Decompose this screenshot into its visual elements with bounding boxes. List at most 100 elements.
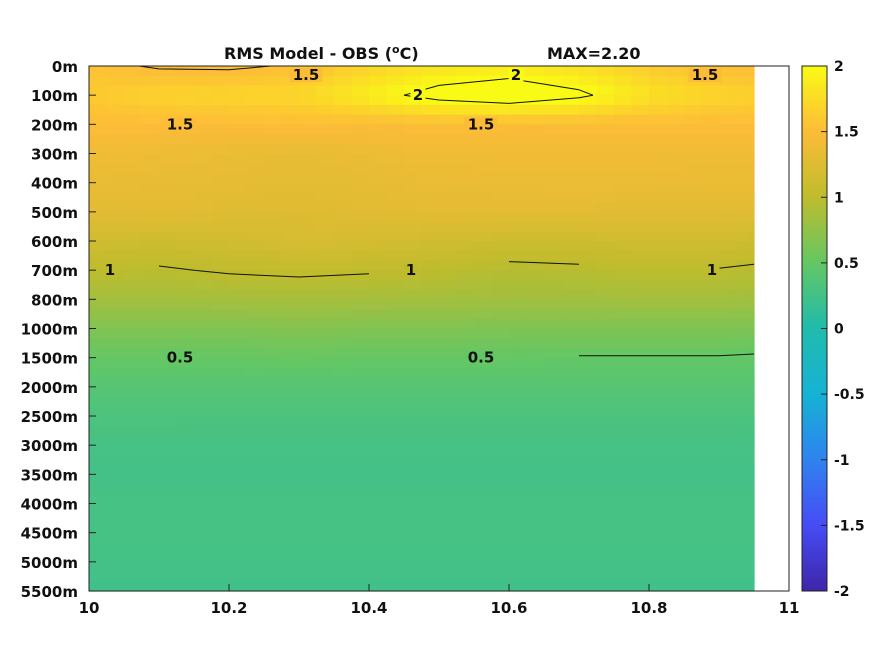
heatmap-cell: [386, 153, 405, 164]
heatmap-cell: [194, 260, 213, 271]
heatmap-cell: [229, 357, 248, 368]
heatmap-cell: [439, 318, 458, 330]
heatmap-cell: [456, 318, 475, 330]
heatmap-cell: [491, 163, 510, 174]
heatmap-cell: [421, 425, 440, 437]
heatmap-cell: [404, 581, 423, 592]
heatmap-cell: [229, 299, 248, 310]
heatmap-cell: [369, 289, 388, 300]
heatmap-cell: [369, 377, 388, 388]
heatmap-cell: [89, 581, 108, 592]
heatmap-cell: [474, 153, 493, 164]
heatmap-cell: [456, 172, 475, 184]
heatmap-cell: [579, 221, 598, 232]
heatmap-cell: [456, 85, 475, 96]
heatmap-cell: [701, 406, 720, 417]
heatmap-cell: [631, 299, 650, 310]
heatmap-cell: [194, 153, 213, 164]
heatmap-cell: [727, 85, 738, 96]
heatmap-cell: [745, 309, 755, 320]
heatmap-cell: [89, 279, 108, 291]
heatmap-cell: [176, 172, 195, 184]
heatmap-cell: [141, 347, 160, 359]
heatmap-cell: [159, 95, 178, 106]
heatmap-cell: [684, 396, 703, 407]
heatmap-cell: [544, 454, 563, 466]
heatmap-cell: [719, 143, 729, 155]
heatmap-cell: [736, 299, 746, 310]
heatmap-cell: [159, 328, 178, 339]
heatmap-cell: [684, 153, 703, 164]
heatmap-cell: [526, 153, 545, 164]
heatmap-cell: [745, 406, 755, 417]
heatmap-cell: [299, 377, 318, 388]
heatmap-cell: [561, 338, 580, 349]
heatmap-cell: [264, 279, 283, 291]
heatmap-cell: [386, 454, 405, 466]
heatmap-cell: [666, 95, 685, 106]
heatmap-cell: [334, 104, 353, 116]
heatmap-cell: [456, 561, 475, 573]
heatmap-cell: [264, 250, 283, 262]
heatmap-cell: [544, 377, 563, 388]
heatmap-cell: [264, 454, 283, 466]
heatmap-cell: [106, 357, 125, 368]
heatmap-cell: [299, 270, 318, 281]
heatmap-cell: [491, 318, 510, 330]
heatmap-cell: [246, 318, 265, 330]
heatmap-cell: [719, 299, 729, 310]
heatmap-cell: [316, 328, 335, 339]
heatmap-cell: [281, 357, 300, 368]
heatmap-cell: [596, 85, 615, 96]
heatmap-cell: [369, 192, 388, 203]
heatmap-cell: [246, 561, 265, 573]
heatmap-cell: [124, 406, 143, 417]
heatmap-cell: [89, 561, 108, 573]
heatmap-cell: [421, 561, 440, 573]
heatmap-cell: [124, 445, 143, 456]
heatmap-cell: [631, 552, 650, 563]
heatmap-cell: [736, 250, 746, 262]
heatmap-cell: [106, 289, 125, 300]
heatmap-cell: [439, 172, 458, 184]
heatmap-cell: [386, 581, 405, 592]
heatmap-cell: [509, 250, 528, 262]
heatmap-cell: [579, 192, 598, 203]
heatmap-cell: [194, 95, 213, 106]
heatmap-cell: [526, 552, 545, 563]
heatmap-cell: [124, 163, 143, 174]
heatmap-cell: [596, 66, 615, 77]
heatmap-cell: [229, 153, 248, 164]
heatmap-cell: [404, 484, 423, 495]
heatmap-cell: [526, 124, 545, 135]
heatmap-cell: [369, 522, 388, 534]
heatmap-cell: [106, 211, 125, 223]
heatmap-cell: [736, 425, 746, 437]
heatmap-cell: [369, 221, 388, 232]
heatmap-cell: [736, 347, 746, 359]
heatmap-cell: [211, 464, 230, 475]
heatmap-cell: [159, 522, 178, 534]
heatmap-cell: [509, 406, 528, 417]
heatmap-cell: [369, 484, 388, 495]
heatmap-cell: [596, 289, 615, 300]
heatmap-cell: [124, 75, 143, 87]
heatmap-cell: [299, 221, 318, 232]
heatmap-cell: [561, 513, 580, 524]
heatmap-cell: [351, 522, 370, 534]
heatmap-cell: [369, 396, 388, 407]
heatmap-cell: [89, 231, 108, 242]
heatmap-cell: [264, 581, 283, 592]
heatmap-cell: [369, 318, 388, 330]
heatmap-cell: [264, 104, 283, 116]
heatmap-cell: [719, 484, 729, 495]
heatmap-cell: [474, 396, 493, 407]
heatmap-cell: [666, 445, 685, 456]
heatmap-cell: [439, 581, 458, 592]
heatmap-cell: [509, 309, 528, 320]
heatmap-cell: [631, 474, 650, 485]
heatmap-cell: [666, 357, 685, 368]
heatmap-cell: [141, 561, 160, 573]
heatmap-cell: [491, 279, 510, 291]
heatmap-cell: [229, 493, 248, 505]
